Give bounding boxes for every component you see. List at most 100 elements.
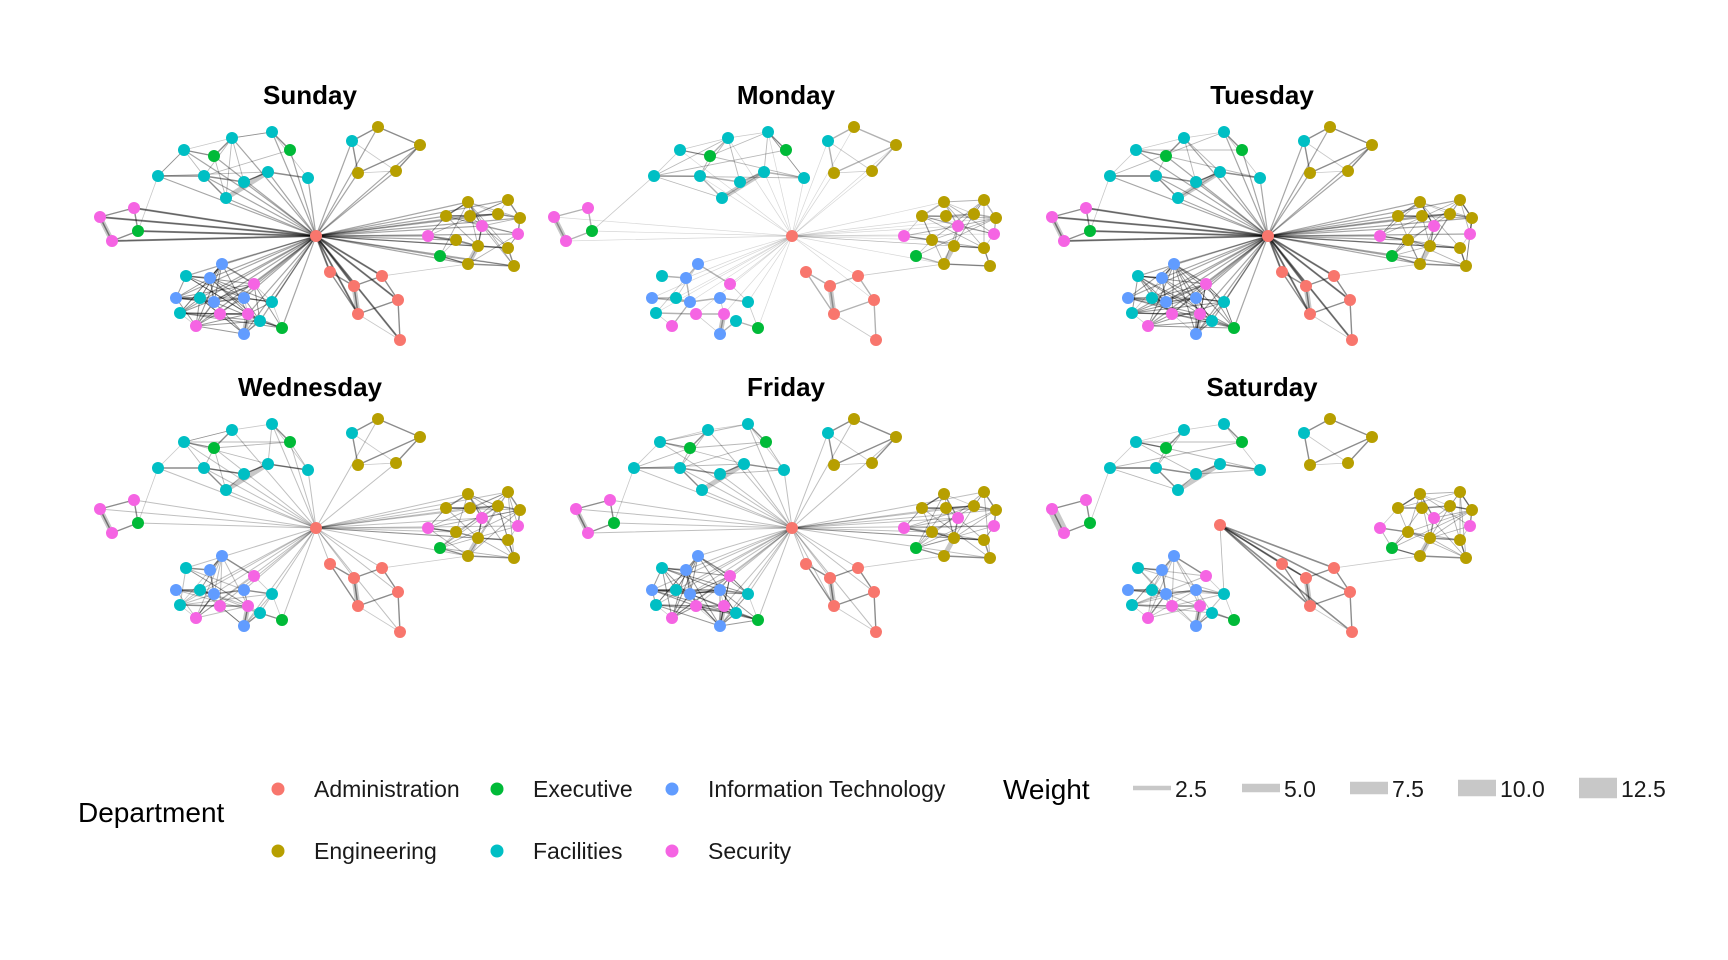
node-facilities bbox=[226, 132, 238, 144]
node-facilities bbox=[1298, 135, 1310, 147]
node-security bbox=[718, 600, 730, 612]
cluster-edge bbox=[613, 467, 635, 524]
node-information-technology bbox=[680, 564, 692, 576]
cluster-edge bbox=[695, 605, 759, 621]
cluster-edge bbox=[1183, 137, 1221, 173]
cluster-edge bbox=[873, 591, 877, 633]
cluster-edge bbox=[915, 493, 945, 549]
node-facilities bbox=[716, 192, 728, 204]
node-facilities bbox=[656, 562, 668, 574]
hub-edge bbox=[199, 527, 317, 591]
legend-item-facilities: Facilities bbox=[490, 838, 622, 864]
cluster-edge bbox=[1171, 263, 1175, 315]
node-facilities bbox=[778, 464, 790, 476]
cluster-edge bbox=[833, 170, 873, 174]
node-information-technology bbox=[692, 550, 704, 562]
hub-edge bbox=[613, 522, 793, 529]
node-administration bbox=[1300, 572, 1312, 584]
node-security bbox=[724, 278, 736, 290]
node-information-technology bbox=[1168, 258, 1180, 270]
cluster-edge bbox=[659, 441, 745, 465]
node-information-technology bbox=[684, 296, 696, 308]
cluster-edge bbox=[477, 505, 499, 539]
cluster-edge bbox=[655, 312, 697, 315]
node-engineering bbox=[926, 526, 938, 538]
cluster-edge bbox=[857, 555, 945, 569]
cluster-edge bbox=[1391, 509, 1473, 549]
node-information-technology bbox=[204, 272, 216, 284]
cluster-edge bbox=[719, 589, 759, 621]
node-facilities bbox=[1218, 126, 1230, 138]
node-engineering bbox=[1454, 194, 1466, 206]
node-security bbox=[248, 570, 260, 582]
node-engineering bbox=[450, 526, 462, 538]
cluster-edge bbox=[1309, 170, 1349, 174]
department-legend-title: Department bbox=[78, 797, 225, 828]
cluster-edge bbox=[1429, 199, 1461, 247]
cluster-edge bbox=[903, 525, 995, 529]
cluster-edge bbox=[253, 283, 261, 322]
hub-edge bbox=[315, 235, 383, 277]
hub-edge bbox=[659, 441, 793, 529]
node-facilities bbox=[238, 176, 250, 188]
hub-edge bbox=[587, 527, 793, 534]
node-administration bbox=[786, 230, 798, 242]
hub-edge bbox=[791, 432, 829, 529]
cluster-edge bbox=[653, 175, 805, 179]
node-engineering bbox=[978, 194, 990, 206]
cluster-edge bbox=[1407, 509, 1473, 533]
node-engineering bbox=[940, 502, 952, 514]
hub-edge bbox=[1267, 235, 1335, 277]
hub-edge bbox=[747, 527, 793, 595]
node-security bbox=[988, 228, 1000, 240]
hub-edge bbox=[1109, 175, 1269, 237]
node-engineering bbox=[462, 550, 474, 562]
node-facilities bbox=[742, 418, 754, 430]
cluster-edge bbox=[943, 263, 991, 267]
node-facilities bbox=[1132, 562, 1144, 574]
node-administration bbox=[324, 558, 336, 570]
node-administration bbox=[352, 308, 364, 320]
hub-edge bbox=[1267, 235, 1351, 301]
node-engineering bbox=[472, 240, 484, 252]
node-administration bbox=[310, 230, 322, 242]
hub-edge bbox=[289, 441, 317, 529]
cluster-edge bbox=[943, 263, 991, 267]
node-facilities bbox=[198, 170, 210, 182]
node-administration bbox=[324, 266, 336, 278]
cluster-edge bbox=[719, 619, 759, 627]
node-information-technology bbox=[1122, 292, 1134, 304]
cluster-edge bbox=[469, 199, 509, 217]
node-security bbox=[422, 230, 434, 242]
node-facilities bbox=[1254, 464, 1266, 476]
cluster-edge bbox=[903, 235, 985, 249]
hub-edge bbox=[791, 527, 807, 565]
node-information-technology bbox=[1190, 620, 1202, 632]
node-information-technology bbox=[714, 292, 726, 304]
cluster-edge bbox=[231, 131, 273, 139]
cluster-edge bbox=[689, 593, 721, 627]
hub-edge bbox=[133, 207, 317, 237]
node-executive bbox=[434, 250, 446, 262]
cluster-edge bbox=[1281, 563, 1311, 607]
cluster-edge bbox=[157, 149, 185, 177]
node-facilities bbox=[654, 436, 666, 448]
cluster-edge bbox=[953, 213, 975, 247]
node-engineering bbox=[1416, 502, 1428, 514]
node-executive bbox=[1228, 322, 1240, 334]
cluster-edge bbox=[267, 423, 273, 465]
node-executive bbox=[1386, 250, 1398, 262]
node-administration bbox=[1346, 334, 1358, 346]
node-executive bbox=[1160, 150, 1172, 162]
hub-edge bbox=[1267, 235, 1307, 287]
cluster-edge bbox=[689, 555, 699, 595]
node-facilities bbox=[738, 458, 750, 470]
cluster-edge bbox=[1131, 301, 1225, 314]
node-engineering bbox=[464, 502, 476, 514]
node-facilities bbox=[1172, 192, 1184, 204]
hub-edge bbox=[183, 441, 317, 529]
cluster-edge bbox=[1429, 213, 1451, 247]
node-facilities bbox=[266, 126, 278, 138]
cluster-edge bbox=[1419, 555, 1467, 559]
hub-edge bbox=[315, 225, 483, 237]
